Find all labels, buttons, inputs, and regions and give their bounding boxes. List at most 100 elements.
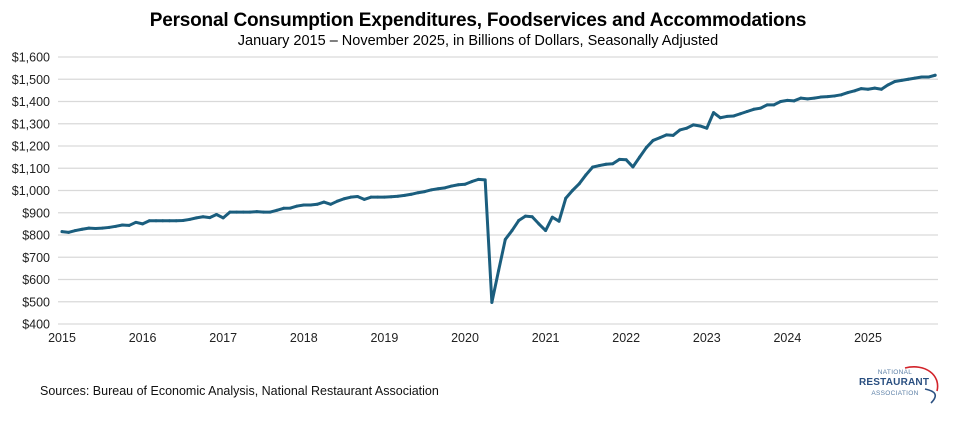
- data-point: [624, 158, 628, 162]
- data-point: [403, 193, 407, 197]
- x-tick-label: 2022: [612, 331, 640, 345]
- data-point: [772, 103, 776, 107]
- data-point: [87, 226, 91, 230]
- data-point: [228, 210, 232, 214]
- data-point: [812, 96, 816, 100]
- data-point: [584, 173, 588, 177]
- data-point: [617, 157, 621, 161]
- data-point: [712, 111, 716, 115]
- data-point: [544, 229, 548, 233]
- y-tick-label: $1,100: [12, 162, 50, 176]
- data-point: [80, 227, 84, 231]
- data-point: [651, 138, 655, 142]
- data-point: [429, 188, 433, 192]
- data-point: [785, 98, 789, 102]
- data-point: [295, 204, 299, 208]
- data-point: [779, 100, 783, 103]
- data-point: [523, 214, 527, 218]
- data-point: [550, 215, 554, 219]
- data-point: [853, 89, 857, 93]
- data-point: [859, 87, 863, 91]
- data-point: [557, 219, 561, 223]
- data-point: [167, 219, 171, 223]
- logo-line-restaurant: RESTAURANT: [859, 377, 930, 388]
- data-point: [644, 146, 648, 150]
- y-tick-label: $800: [22, 229, 50, 243]
- x-tick-label: 2018: [290, 331, 318, 345]
- data-point: [436, 187, 440, 191]
- data-point: [315, 202, 319, 206]
- y-tick-label: $1,300: [12, 117, 50, 131]
- source-note: Sources: Bureau of Economic Analysis, Na…: [40, 384, 439, 398]
- data-point: [725, 114, 729, 118]
- data-point: [873, 86, 877, 90]
- data-point: [671, 133, 675, 137]
- data-point: [94, 227, 98, 231]
- data-point: [564, 196, 568, 200]
- data-point: [759, 106, 763, 110]
- x-tick-label: 2021: [532, 331, 560, 345]
- data-point: [235, 210, 239, 214]
- data-point: [530, 215, 534, 219]
- data-point: [705, 126, 709, 130]
- data-point: [839, 93, 843, 97]
- y-tick-label: $500: [22, 295, 50, 309]
- data-point: [73, 229, 77, 233]
- data-point: [309, 203, 313, 207]
- y-tick-label: $900: [22, 206, 50, 220]
- data-point: [248, 210, 252, 214]
- data-point: [497, 269, 501, 273]
- data-point: [490, 300, 494, 304]
- data-point: [349, 195, 353, 199]
- x-tick-label: 2020: [451, 331, 479, 345]
- x-tick-label: 2016: [129, 331, 157, 345]
- data-point: [799, 96, 803, 100]
- data-point: [342, 197, 346, 201]
- data-point: [382, 195, 386, 199]
- data-point: [154, 219, 158, 223]
- data-point: [120, 223, 124, 227]
- data-point: [718, 116, 722, 120]
- data-point: [356, 195, 360, 199]
- data-point: [362, 197, 366, 201]
- data-point: [147, 219, 151, 223]
- x-axis-ticks: 2015 2016 2017 2018 2019 2020 2021 2022 2023 2024…: [48, 331, 882, 345]
- data-point: [188, 217, 192, 221]
- data-point: [806, 97, 810, 101]
- x-tick-label: 2015: [48, 331, 76, 345]
- data-point: [738, 112, 742, 116]
- x-tick-label: 2025: [854, 331, 882, 345]
- data-point: [732, 114, 736, 118]
- data-point: [214, 213, 218, 217]
- data-point: [886, 83, 890, 87]
- data-point: [483, 178, 487, 182]
- data-point: [920, 75, 924, 79]
- data-point: [866, 87, 870, 91]
- data-point: [275, 208, 279, 212]
- data-point: [174, 219, 178, 223]
- data-point: [322, 200, 326, 204]
- data-point: [369, 195, 373, 199]
- data-point: [537, 222, 541, 226]
- data-point: [611, 162, 615, 166]
- y-tick-label: $1,000: [12, 184, 50, 198]
- y-tick-label: $1,600: [12, 51, 50, 65]
- data-point: [282, 206, 286, 210]
- logo-line-national: NATIONAL: [877, 369, 913, 376]
- chart-subtitle: January 2015 – November 2025, in Billion…: [237, 33, 719, 49]
- data-point: [335, 199, 339, 203]
- data-point: [604, 162, 608, 166]
- data-point: [114, 224, 118, 228]
- data-point: [752, 107, 756, 111]
- data-point: [832, 94, 836, 98]
- data-point: [107, 225, 111, 229]
- data-point: [302, 203, 306, 207]
- data-point: [631, 165, 635, 169]
- data-point: [510, 229, 514, 233]
- data-point: [819, 95, 823, 99]
- data-point: [241, 210, 245, 214]
- data-point: [161, 219, 165, 223]
- data-point: [208, 216, 212, 220]
- y-tick-label: $1,500: [12, 73, 50, 87]
- data-point: [389, 195, 393, 199]
